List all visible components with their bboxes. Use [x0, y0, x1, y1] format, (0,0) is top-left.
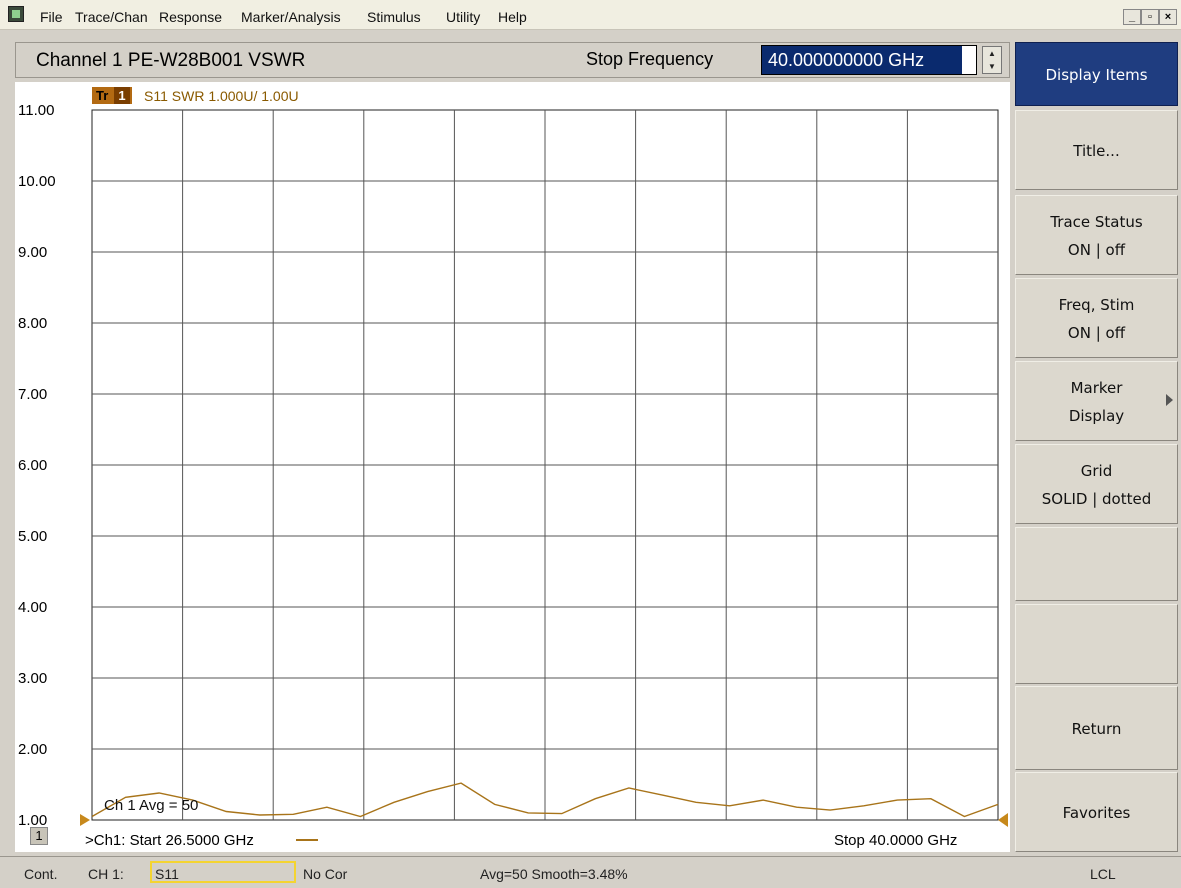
status-bar: Cont. CH 1: S11 No Cor Avg=50 Smooth=3.4… [0, 856, 1181, 888]
status-averaging: Avg=50 Smooth=3.48% [480, 866, 628, 882]
softkey-2[interactable]: Title... [1015, 110, 1178, 190]
softkey-label: Favorites [1062, 804, 1131, 822]
restore-button[interactable]: ▫ [1141, 9, 1159, 25]
chart-grid [91, 109, 999, 821]
menu-utility[interactable]: Utility [446, 9, 481, 25]
y-tick-label: 3.00 [18, 670, 48, 687]
softkey-sublabel: ON | off [1067, 241, 1126, 259]
channel-header: Channel 1 PE-W28B001 VSWR Stop Frequency… [15, 42, 1010, 78]
channel-title: Channel 1 PE-W28B001 VSWR [36, 50, 306, 71]
softkey-label: Return [1071, 720, 1122, 738]
submenu-arrow-icon [1166, 394, 1173, 406]
trace-line-1 [91, 782, 999, 818]
softkey-5[interactable]: Marker Display [1015, 361, 1178, 441]
menu-help[interactable]: Help [498, 9, 527, 25]
y-tick-label: 6.00 [18, 457, 48, 474]
softkey-label: Display Items [1045, 66, 1148, 84]
spinner-down-icon[interactable]: ▼ [988, 62, 996, 71]
stop-frequency-text: Stop 40.0000 GHz [834, 832, 958, 849]
menu-response[interactable]: Response [159, 9, 223, 25]
y-tick-label: 5.00 [18, 528, 48, 545]
channel-badge[interactable]: 1 [30, 827, 48, 845]
softkey-label: Marker [1070, 379, 1123, 397]
softkey-8[interactable] [1015, 604, 1178, 684]
trace-layer [91, 782, 999, 818]
y-tick-label: 7.00 [18, 386, 48, 403]
softkey-label: Trace Status [1050, 213, 1143, 231]
softkey-10[interactable]: Favorites [1015, 772, 1178, 852]
trace-badge-number[interactable]: 1 [114, 87, 130, 104]
softkey-label: Freq, Stim [1058, 296, 1135, 314]
vswr-chart [80, 109, 1008, 841]
frequency-spinner[interactable]: ▲ ▼ [982, 46, 1002, 74]
y-tick-label: 4.00 [18, 599, 48, 616]
stop-frequency-label: Stop Frequency [586, 49, 714, 69]
y-tick-label: 1.00 [18, 812, 48, 829]
softkey-9[interactable]: Return [1015, 686, 1178, 770]
y-tick-label: 10.00 [18, 173, 56, 190]
plot-area [15, 82, 1010, 852]
minimize-button[interactable]: _ [1123, 9, 1141, 25]
softkey-6[interactable]: Grid SOLID | dotted [1015, 444, 1178, 524]
status-channel: CH 1: [88, 866, 124, 882]
close-button[interactable]: × [1159, 9, 1177, 25]
trace-description: S11 SWR 1.000U/ 1.00U [144, 88, 299, 104]
status-remote: LCL [1090, 866, 1116, 882]
menu-bar: File Trace/Chan Response Marker/Analysis… [0, 0, 1181, 30]
stop-frequency-input[interactable]: 40.000000000 GHz [761, 45, 977, 75]
reference-right-marker-icon [998, 813, 1008, 827]
menu-marker-analysis[interactable]: Marker/Analysis [241, 9, 341, 25]
softkey-3[interactable]: Trace Status ON | off [1015, 195, 1178, 275]
y-tick-label: 2.00 [18, 741, 48, 758]
reference-markers [80, 813, 1008, 841]
menu-stimulus[interactable]: Stimulus [367, 9, 421, 25]
y-tick-label: 9.00 [18, 244, 48, 261]
menu-trace-chan[interactable]: Trace/Chan [75, 9, 148, 25]
status-mode: Cont. [24, 866, 58, 882]
softkey-sublabel: ON | off [1067, 324, 1126, 342]
softkey-4[interactable]: Freq, Stim ON | off [1015, 278, 1178, 358]
softkey-7[interactable] [1015, 527, 1178, 601]
softkey-sublabel: SOLID | dotted [1041, 490, 1152, 508]
menu-file[interactable]: File [40, 9, 63, 25]
status-parameter[interactable]: S11 [150, 861, 296, 883]
status-correction: No Cor [303, 866, 348, 882]
reference-left-marker-icon [80, 814, 90, 826]
y-tick-label: 11.00 [18, 102, 55, 119]
softkey-sublabel: Display [1068, 407, 1125, 425]
softkey-label: Title... [1073, 142, 1120, 160]
start-frequency-text: >Ch1: Start 26.5000 GHz [85, 832, 254, 849]
app-icon[interactable] [8, 6, 24, 22]
softkey-1[interactable]: Display Items [1015, 42, 1178, 106]
average-label: Ch 1 Avg = 50 [104, 797, 199, 814]
softkey-label: Grid [1080, 462, 1113, 480]
y-tick-label: 8.00 [18, 315, 48, 332]
spinner-up-icon[interactable]: ▲ [988, 49, 996, 58]
